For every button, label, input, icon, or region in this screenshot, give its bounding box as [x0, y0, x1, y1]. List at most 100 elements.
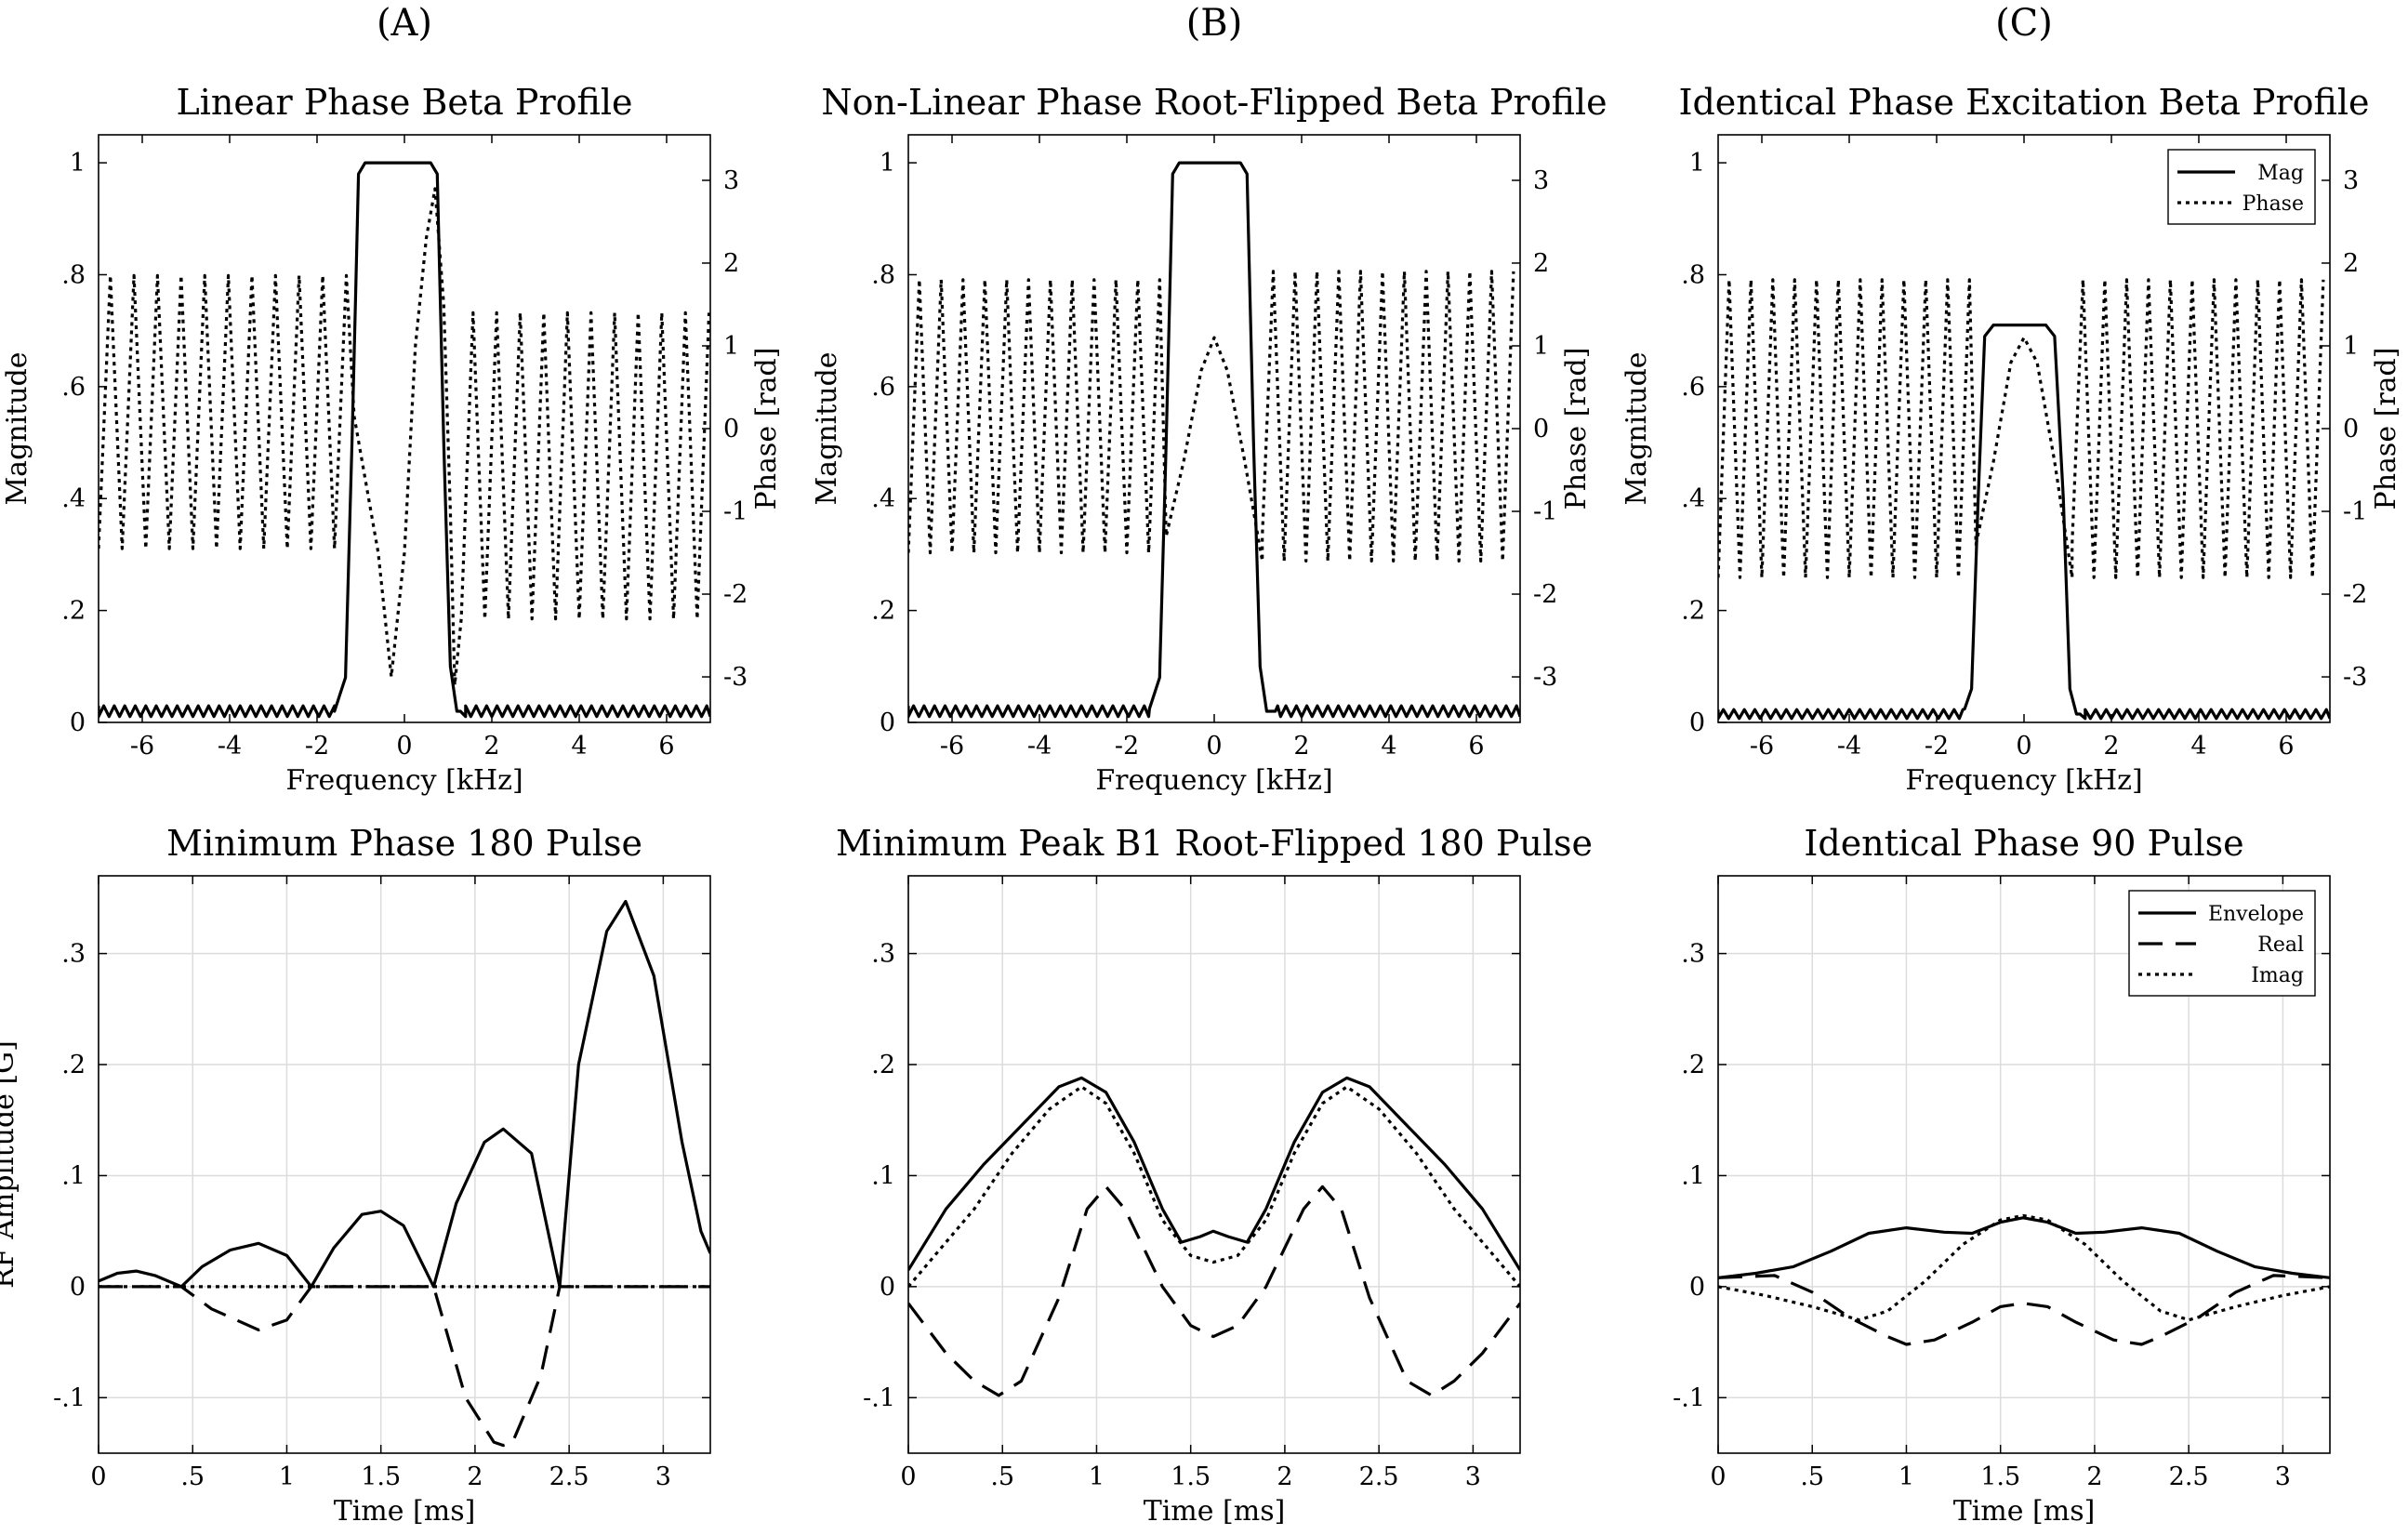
- y2-tick-label: 1: [2343, 332, 2359, 361]
- axes-box: [1717, 875, 2331, 1454]
- y-tick-label: .2: [1681, 597, 1705, 626]
- x-axis-label: Time [ms]: [1953, 1495, 2096, 1528]
- x-tick-label: 4: [571, 732, 587, 761]
- y-tick-label: .1: [871, 1161, 895, 1190]
- y2-tick-label: -1: [2343, 497, 2367, 526]
- y2-tick-label: 0: [2343, 415, 2359, 443]
- y2-tick-label: -1: [723, 497, 748, 526]
- y2-tick-label: 1: [1533, 332, 1549, 361]
- x-tick-label: 1: [279, 1462, 295, 1491]
- y-tick-label: 1: [1689, 149, 1705, 178]
- chart-title: Minimum Peak B1 Root-Flipped 180 Pulse: [836, 823, 1593, 864]
- y2-tick-label: 0: [723, 415, 739, 443]
- x-tick-label: 3: [655, 1462, 671, 1491]
- series-line-real: [908, 1184, 1520, 1397]
- series-line-envelope: [1718, 1216, 2330, 1279]
- x-tick-label: 4: [2190, 732, 2206, 761]
- x-tick-label: 2: [467, 1462, 483, 1491]
- legend-box: [2167, 149, 2316, 225]
- x-tick-label: 3: [1465, 1462, 1481, 1491]
- panel-label: (C): [1995, 2, 2053, 45]
- y2-axis-label: Phase [rad]: [1560, 348, 1593, 510]
- x-tick-label: 0: [396, 732, 412, 761]
- series-line-imag: [1718, 1213, 2330, 1322]
- legend-label: Real: [2257, 933, 2304, 957]
- series-line-imag: [908, 1085, 1520, 1288]
- x-tick-label: -4: [1027, 732, 1052, 761]
- y-tick-label: .8: [871, 260, 895, 289]
- x-tick-label: 0: [1710, 1462, 1726, 1491]
- x-tick-label: -2: [1925, 732, 1949, 761]
- y-tick-label: .2: [61, 1051, 86, 1079]
- chart-title: Identical Phase Excitation Beta Profile: [1678, 82, 2369, 123]
- y2-tick-label: -3: [1533, 663, 1557, 692]
- legend-label: Imag: [2251, 964, 2304, 987]
- y-tick-label: -.1: [1673, 1383, 1705, 1412]
- x-tick-label: .5: [1800, 1462, 1824, 1491]
- x-tick-label: 2: [2103, 732, 2119, 761]
- y-tick-label: .2: [1681, 1051, 1705, 1079]
- chart-title: Identical Phase 90 Pulse: [1804, 823, 2243, 864]
- plot-area: [99, 161, 710, 719]
- x-tick-label: 1: [1089, 1462, 1105, 1491]
- plot-area: [99, 899, 710, 1448]
- y-axis-label: Magnitude: [1, 351, 33, 505]
- chart-title: Linear Phase Beta Profile: [176, 82, 632, 123]
- y-tick-label: .3: [871, 940, 895, 969]
- legend: Envelope Real Imag: [2128, 890, 2316, 997]
- chart-panel-6: Identical Phase 90 Pulse 0 .5 1 1.5 2 2.5 3 -.1 0…: [1673, 823, 2331, 1528]
- y-tick-label: .8: [1681, 260, 1705, 289]
- plot-area: [908, 161, 1520, 719]
- plot-area: [908, 1076, 1520, 1397]
- x-tick-label: 1: [1899, 1462, 1914, 1491]
- x-tick-label: -6: [130, 732, 154, 761]
- x-tick-label: 6: [658, 732, 674, 761]
- y-tick-label: -.1: [863, 1383, 895, 1412]
- x-tick-label: 0: [900, 1462, 916, 1491]
- panel-label: (A): [377, 2, 432, 45]
- x-tick-label: 2.5: [1359, 1462, 1399, 1491]
- y-tick-label: .6: [1681, 373, 1705, 402]
- series-line-phase: [99, 187, 710, 687]
- y-tick-label: .3: [1681, 940, 1705, 969]
- x-tick-label: -4: [218, 732, 242, 761]
- y2-tick-label: 3: [723, 166, 739, 195]
- x-tick-label: -4: [1837, 732, 1861, 761]
- y2-tick-label: -3: [2343, 663, 2367, 692]
- legend-label: Mag: [2257, 162, 2304, 185]
- x-tick-label: 3: [2275, 1462, 2291, 1491]
- y2-tick-label: 1: [723, 332, 739, 361]
- x-axis-label: Time [ms]: [334, 1495, 476, 1528]
- series-line-real: [1718, 1274, 2330, 1346]
- y-tick-label: .2: [871, 1051, 895, 1079]
- y-tick-label: .4: [871, 484, 895, 513]
- y-axis-label: RF Amplitude [G]: [0, 1040, 20, 1289]
- chart-panel-1: Linear Phase Beta Profile -6 -4 -2 0 2 4 6 0 .2 .4…: [1, 82, 783, 797]
- y-tick-label: -.1: [53, 1383, 86, 1412]
- axes-box: [98, 875, 711, 1454]
- x-tick-label: .5: [990, 1462, 1014, 1491]
- y-tick-label: .8: [61, 260, 86, 289]
- y-tick-label: .1: [61, 1161, 86, 1190]
- y2-tick-label: -1: [1533, 497, 1557, 526]
- chart-title: Non-Linear Phase Root-Flipped Beta Profi…: [821, 82, 1607, 123]
- legend: Mag Phase: [2167, 149, 2316, 225]
- y2-tick-label: -3: [723, 663, 748, 692]
- x-tick-label: -6: [940, 732, 964, 761]
- y2-tick-label: 2: [723, 249, 739, 278]
- y2-tick-label: -2: [2343, 580, 2367, 609]
- y-tick-label: .4: [1681, 484, 1705, 513]
- axes-box: [907, 875, 1521, 1454]
- x-tick-label: 2: [483, 732, 499, 761]
- x-tick-label: 1.5: [1171, 1462, 1211, 1491]
- y-tick-label: 0: [1689, 1273, 1705, 1302]
- x-tick-label: 0: [2016, 732, 2031, 761]
- y-tick-label: 0: [880, 1273, 895, 1302]
- x-tick-label: .5: [180, 1462, 205, 1491]
- x-tick-label: 2: [2086, 1462, 2102, 1491]
- x-tick-label: 2.5: [549, 1462, 589, 1491]
- y2-tick-label: 0: [1533, 415, 1549, 443]
- y2-tick-label: 3: [2343, 166, 2359, 195]
- chart-panel-3: Identical Phase Excitation Beta Profile -…: [1621, 82, 2402, 797]
